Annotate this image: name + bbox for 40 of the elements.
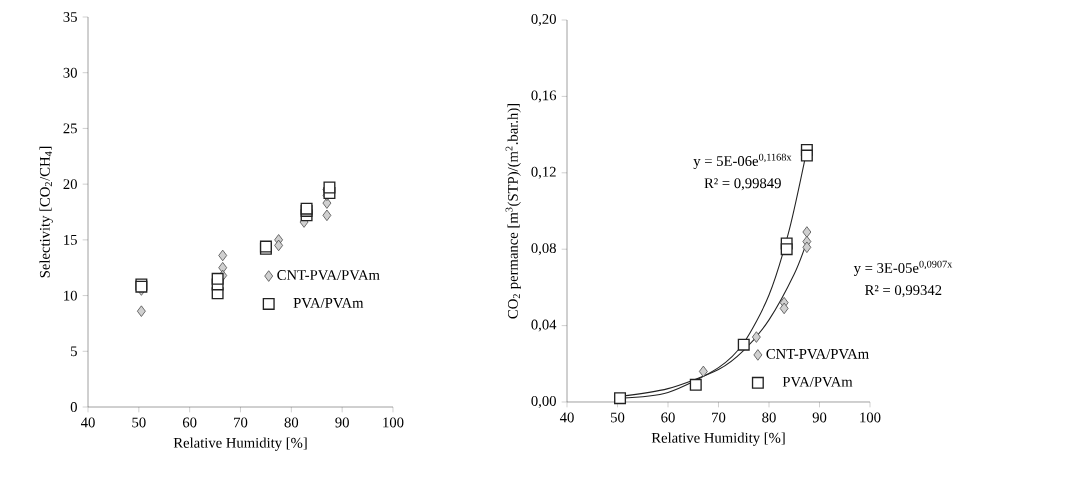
y-tick-label: 25	[63, 123, 77, 134]
x-tick-label: 60	[182, 417, 197, 428]
legend-label: PVA/PVAm	[782, 376, 853, 387]
y-tick-label: 15	[64, 234, 77, 245]
y-tick-label: 30	[63, 67, 77, 78]
x-tick-label: 40	[559, 412, 574, 423]
y-tick-label: 20	[63, 179, 77, 190]
legend-label: CNT-PVA/PVAm	[277, 270, 380, 281]
y-tick-label: 10	[64, 290, 77, 301]
y-tick-label: 35	[63, 12, 77, 22]
x-tick-label: 40	[80, 417, 95, 428]
x-tick-label: 70	[712, 412, 726, 423]
y-tick-label: 5	[71, 346, 77, 357]
annotation: y = 5E-06e$^{0,1168x}$	[693, 153, 792, 169]
x-tick-label: 50	[132, 417, 146, 428]
x-axis-title: Relative Humidity [%]	[173, 437, 307, 451]
x-tick-label: 70	[234, 417, 248, 428]
x-tick-label: 100	[860, 412, 881, 423]
y-tick-label: 0,04	[531, 319, 557, 332]
x-tick-label: 80	[284, 417, 299, 428]
y-axis-title: CO$_{2}$ permance [m$^{3}$(STP)/(m$^{2}$.bar.h)]	[505, 104, 521, 319]
y-tick-label: 0,20	[531, 14, 556, 27]
x-tick-label: 100	[383, 417, 404, 428]
x-tick-label: 80	[762, 412, 776, 423]
x-tick-label: 90	[812, 412, 827, 423]
annotation: y = 3E-05e$^{0,0907x}$	[853, 260, 953, 276]
x-axis-title: Relative Humidity [%]	[651, 432, 785, 446]
y-axis-title: Selectivity [CO$_{2}$/CH$_{4}$]	[39, 146, 53, 278]
annotation: R² = 0,99342	[865, 285, 942, 298]
y-tick-label: 0	[70, 402, 77, 412]
x-tick-label: 90	[335, 417, 349, 428]
y-tick-label: 0,08	[531, 243, 556, 256]
x-tick-label: 60	[661, 412, 675, 423]
y-tick-label: 0,00	[531, 396, 556, 409]
y-tick-label: 0,12	[531, 166, 556, 179]
x-tick-label: 50	[611, 412, 625, 423]
annotation: R² = 0,99849	[704, 178, 781, 191]
legend-label: CNT-PVA/PVAm	[766, 348, 869, 359]
y-tick-label: 0,16	[531, 90, 557, 103]
legend-label: PVA/PVAm	[293, 298, 364, 308]
